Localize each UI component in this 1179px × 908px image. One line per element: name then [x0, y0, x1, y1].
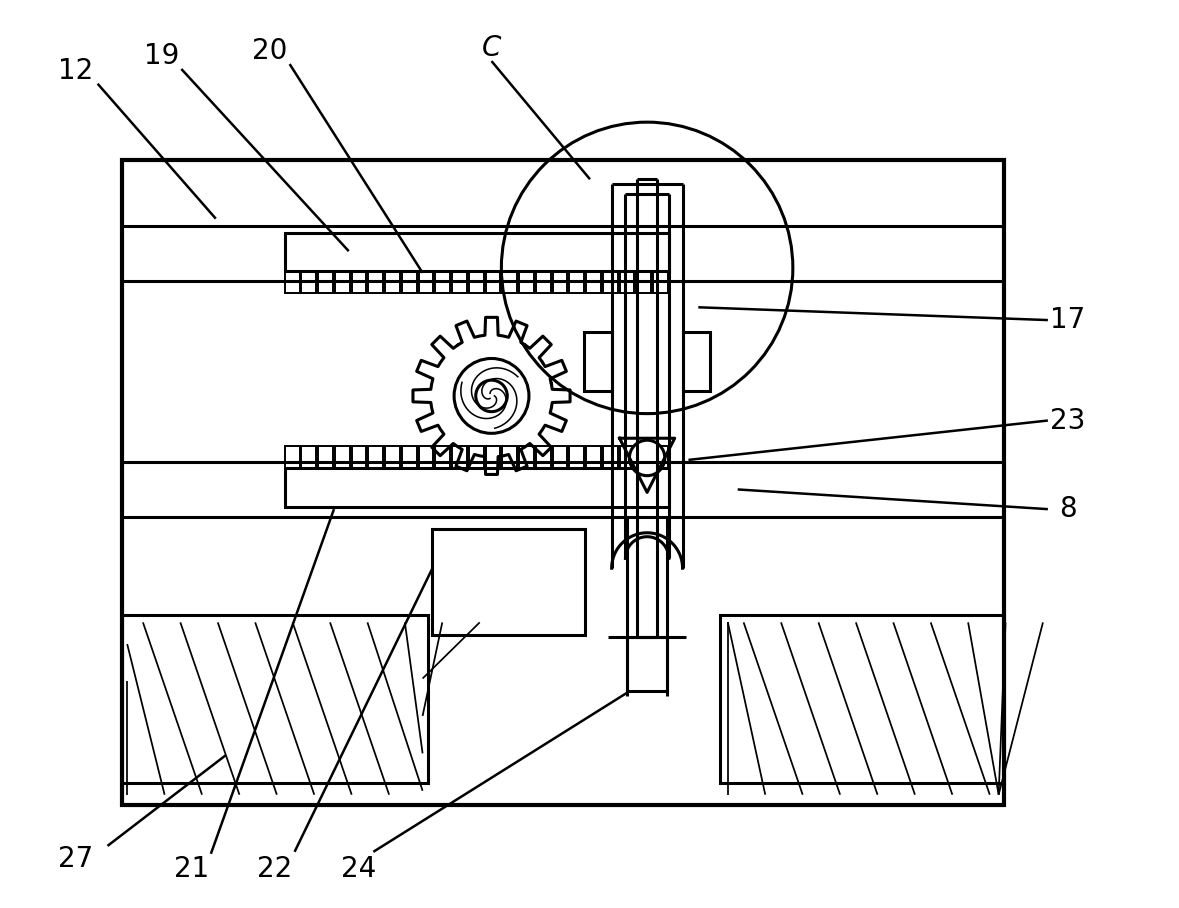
Text: 12: 12: [58, 57, 93, 85]
Bar: [535, 271, 551, 292]
Bar: [584, 332, 612, 391]
Bar: [285, 468, 668, 508]
Bar: [602, 446, 618, 468]
Text: 19: 19: [144, 42, 179, 70]
Bar: [627, 637, 667, 691]
Text: 20: 20: [252, 37, 288, 65]
Bar: [351, 446, 367, 468]
Bar: [302, 271, 316, 292]
Bar: [318, 446, 332, 468]
Bar: [486, 446, 500, 468]
Bar: [720, 616, 1003, 783]
Bar: [386, 446, 400, 468]
Bar: [435, 271, 450, 292]
Text: 24: 24: [341, 854, 376, 883]
Bar: [535, 446, 551, 468]
Bar: [637, 446, 651, 468]
Circle shape: [630, 440, 665, 476]
Bar: [123, 160, 1003, 804]
Bar: [653, 271, 667, 292]
Bar: [486, 271, 500, 292]
Bar: [502, 271, 518, 292]
Bar: [433, 528, 585, 636]
Bar: [419, 271, 434, 292]
Bar: [553, 271, 567, 292]
Bar: [569, 446, 584, 468]
Bar: [435, 446, 450, 468]
Bar: [452, 446, 467, 468]
Bar: [285, 271, 299, 292]
Bar: [602, 271, 618, 292]
Bar: [285, 446, 299, 468]
Bar: [469, 446, 483, 468]
Text: 27: 27: [58, 844, 93, 873]
Bar: [318, 271, 332, 292]
Bar: [683, 332, 710, 391]
Bar: [586, 446, 601, 468]
Bar: [452, 271, 467, 292]
Bar: [553, 446, 567, 468]
Bar: [619, 446, 634, 468]
Bar: [335, 446, 350, 468]
Text: 17: 17: [1050, 306, 1085, 334]
Bar: [619, 271, 634, 292]
Bar: [469, 271, 483, 292]
Text: C: C: [482, 35, 501, 63]
Text: 23: 23: [1049, 407, 1085, 435]
Bar: [586, 271, 601, 292]
Bar: [519, 271, 534, 292]
Text: 22: 22: [257, 854, 292, 883]
Bar: [519, 446, 534, 468]
Bar: [302, 446, 316, 468]
Bar: [569, 271, 584, 292]
Bar: [402, 446, 416, 468]
Bar: [285, 233, 668, 271]
Bar: [402, 271, 416, 292]
Bar: [502, 446, 518, 468]
Bar: [653, 446, 667, 468]
Bar: [351, 271, 367, 292]
Bar: [335, 271, 350, 292]
Text: 21: 21: [173, 854, 209, 883]
Bar: [368, 271, 383, 292]
Bar: [368, 446, 383, 468]
Bar: [123, 616, 428, 783]
Bar: [419, 446, 434, 468]
Text: 8: 8: [1059, 495, 1076, 523]
Bar: [637, 271, 651, 292]
Bar: [386, 271, 400, 292]
